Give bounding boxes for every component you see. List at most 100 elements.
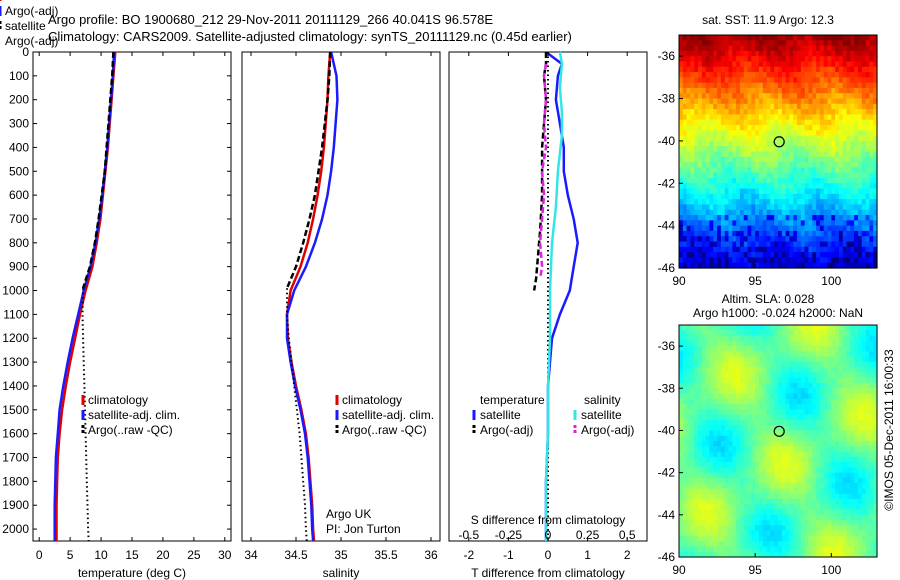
sla-map-cell: [698, 535, 703, 542]
sst-map-cell: [857, 140, 863, 147]
sla-map-cell: [743, 499, 749, 505]
sla-map-cell: [835, 546, 840, 553]
sla-map-cell: [728, 514, 733, 521]
sst-map-cell: [789, 98, 794, 105]
sst-map-cell: [736, 172, 741, 179]
sla-map-cell: [682, 335, 688, 342]
temperature-xtick-label: 10: [94, 548, 108, 562]
sst-map-cell: [713, 204, 718, 211]
sst-map-cell: [747, 246, 752, 253]
sst-map-cell: [766, 35, 771, 41]
sla-map-cell: [861, 414, 867, 421]
sst-map-cell: [869, 35, 874, 41]
sst-map-cell: [800, 130, 806, 137]
sst-map-cell: [679, 236, 684, 243]
sla-map-cell: [800, 493, 806, 500]
sla-map-cell: [732, 499, 737, 505]
sst-map-cell: [743, 77, 749, 84]
sla-map-cell: [705, 541, 711, 548]
sla-map-cell: [797, 367, 802, 374]
sla-map-cell: [823, 361, 829, 368]
sst-map-cell: [823, 35, 829, 41]
sla-map-cell: [705, 393, 711, 400]
sla-map-cell: [861, 372, 867, 379]
sst-map-cell: [797, 188, 802, 195]
sla-map-cell: [739, 372, 745, 379]
sla-map-cell: [812, 509, 817, 516]
sst-map-cell: [724, 209, 730, 216]
sla-map-cell: [705, 335, 711, 342]
sst-map-cell: [751, 98, 756, 105]
sst-map-cell: [728, 66, 733, 73]
sla-map-cell: [808, 361, 813, 368]
sla-map-cell: [713, 414, 718, 421]
sst-map-cell: [838, 172, 844, 179]
sla-map-cell: [781, 414, 787, 421]
sla-map-cell: [755, 472, 760, 479]
sst-map-cell: [869, 204, 874, 211]
sst-map-frame: [678, 34, 878, 269]
sla-map-cell: [774, 361, 779, 368]
difference-series-4: [538, 63, 548, 279]
sla-map-cell: [785, 419, 791, 426]
sst-map-cell: [838, 241, 844, 248]
sst-map-cell: [778, 162, 783, 168]
sst-map-cell: [717, 98, 722, 105]
sst-map-cell: [793, 40, 798, 47]
sst-map-cell: [854, 87, 859, 94]
sla-map-cell: [800, 351, 806, 358]
sst-map-cell: [857, 183, 863, 190]
sst-map-cell: [869, 50, 874, 57]
sst-map-cell: [778, 66, 783, 73]
sst-map-cell: [827, 252, 832, 259]
sst-map-cell: [850, 82, 855, 89]
sst-map-cell: [717, 241, 722, 248]
sla-map-cell: [785, 335, 791, 342]
sst-map-cell: [766, 50, 771, 57]
sla-map-cell: [774, 372, 779, 379]
sla-map-cell: [827, 430, 832, 437]
sla-map-cell: [770, 535, 775, 542]
sst-map-cell: [755, 156, 760, 163]
sla-map-cell: [705, 493, 711, 500]
sst-map-cell: [831, 140, 836, 147]
sst-map-cell: [831, 114, 836, 121]
sst-map-cell: [842, 262, 848, 269]
sst-map-cell: [720, 140, 726, 147]
sla-map-cell: [838, 377, 844, 384]
sst-map-cell: [785, 82, 791, 89]
sst-map-cell: [766, 45, 771, 52]
sla-map-cell: [698, 551, 703, 558]
sla-map-cell: [797, 462, 802, 468]
sst-map-cell: [758, 262, 764, 269]
sst-map-cell: [823, 72, 829, 78]
sla-map-cell: [778, 356, 783, 363]
sst-map-cell: [808, 114, 813, 121]
sst-map-cell: [686, 177, 692, 184]
sla-map-cell: [698, 477, 703, 484]
sst-map-cell: [789, 93, 794, 100]
sla-map-cell: [793, 356, 798, 363]
sla-map-cell: [797, 340, 802, 347]
sla-map-cell: [808, 335, 813, 342]
sla-map-cell: [720, 346, 726, 352]
sla-map-cell: [728, 404, 733, 410]
sst-map-cell: [766, 193, 771, 200]
sst-map-cell: [854, 82, 859, 89]
sst-map-cell: [869, 246, 874, 253]
sla-map-cell: [682, 441, 688, 447]
sla-map-cell: [770, 393, 775, 400]
sst-map-cell: [705, 151, 711, 158]
sla-map-cell: [804, 425, 810, 432]
sla-map-cell: [842, 530, 848, 537]
sst-map-cell: [861, 45, 867, 52]
sla-map-cell: [846, 525, 851, 532]
sla-map-cell: [789, 483, 794, 490]
sst-map-cell: [709, 204, 714, 211]
sla-map-cell: [717, 520, 722, 526]
sla-map-cell: [838, 441, 844, 447]
sst-map-cell: [827, 215, 832, 221]
sst-map-cell: [857, 119, 863, 126]
sst-map-cell: [724, 140, 730, 147]
sla-map-cell: [842, 409, 848, 416]
